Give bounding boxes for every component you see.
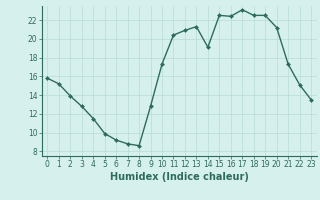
X-axis label: Humidex (Indice chaleur): Humidex (Indice chaleur) [110, 172, 249, 182]
